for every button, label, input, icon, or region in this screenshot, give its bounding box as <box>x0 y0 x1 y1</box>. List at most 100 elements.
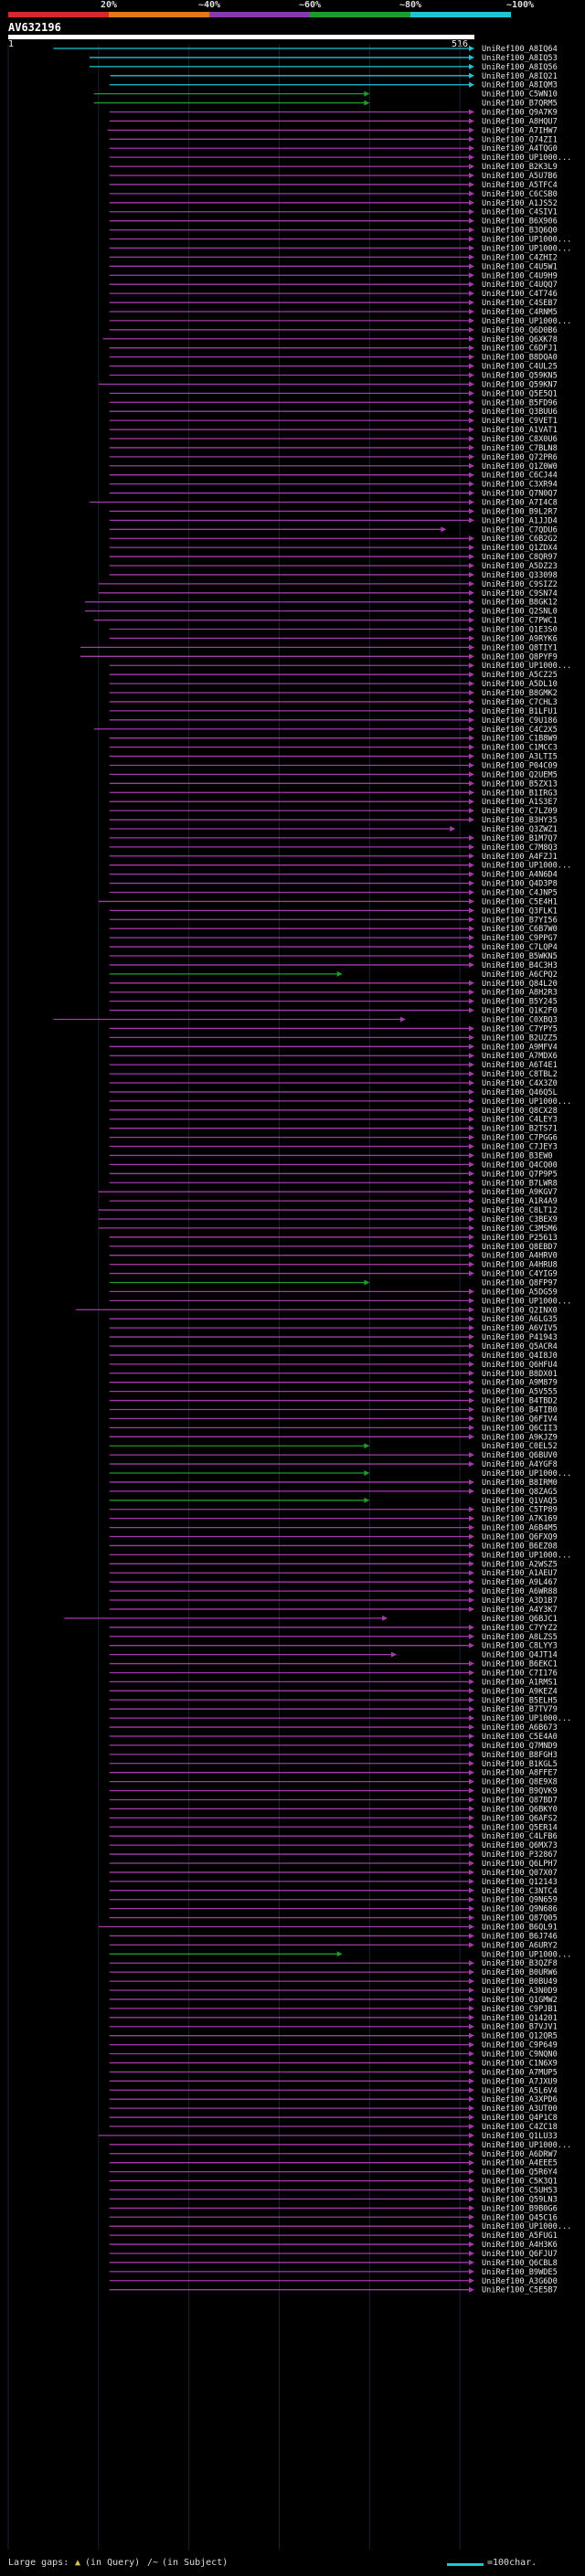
hit-label: UniRef100_C0XBQ3 <box>482 1016 558 1025</box>
hit-row: UniRef100_A8FFE7 <box>109 1769 558 1778</box>
hit-label: UniRef100_B7TV79 <box>482 1705 558 1714</box>
hit-label: UniRef100_C5K3Q1 <box>482 2178 558 2187</box>
hit-label: UniRef100_C9P649 <box>482 2041 558 2051</box>
hit-row: UniRef100_Q8TIY1 <box>80 643 558 652</box>
hit-arrow <box>469 1388 474 1394</box>
hit-arrow <box>469 2187 474 2193</box>
hit-label: UniRef100_C5WN10 <box>482 90 558 100</box>
hit-label: UniRef100_B3Q6Q0 <box>482 227 558 236</box>
hit-label: UniRef100_Q59KN7 <box>482 380 558 389</box>
hit-arrow <box>469 2277 474 2284</box>
hit-row: UniRef100_A6WR88 <box>109 1587 558 1596</box>
hit-label: UniRef100_C4SEB7 <box>482 299 558 308</box>
hit-arrow <box>469 780 474 787</box>
hit-label: UniRef100_B7YI56 <box>482 916 558 925</box>
hit-label: UniRef100_A3XPD6 <box>482 2095 558 2104</box>
hit-label: UniRef100_C4C2X5 <box>482 726 558 735</box>
hit-row: UniRef100_B7YI56 <box>109 916 558 925</box>
hit-row: UniRef100_A8HQU7 <box>109 117 558 126</box>
hit-label: UniRef100_Q33098 <box>482 571 558 580</box>
hit-row: UniRef100_Q59KN7 <box>98 380 558 389</box>
hit-arrow <box>469 953 474 959</box>
hit-arrow <box>469 1307 474 1313</box>
hit-label: UniRef100_B7LWR8 <box>482 1179 558 1188</box>
hit-label: UniRef100_Q45C16 <box>482 2213 558 2222</box>
hit-arrow <box>469 1288 474 1295</box>
hit-arrow <box>469 308 474 314</box>
hit-label: UniRef100_A8IQ53 <box>482 54 558 63</box>
hit-label: UniRef100_A6B4M5 <box>482 1524 558 1533</box>
hit-row: UniRef100_A9L467 <box>109 1578 558 1587</box>
legend-query-gap-icon: ▲ <box>75 2558 81 2568</box>
hit-row: UniRef100_C7JEY3 <box>109 1143 558 1152</box>
hit-row: UniRef100_B5ZX13 <box>109 779 558 789</box>
hit-label: UniRef100_C6B2G2 <box>482 535 558 544</box>
hit-arrow <box>469 926 474 932</box>
hit-arrow <box>469 817 474 823</box>
hit-row: UniRef100_C7I176 <box>109 1669 558 1678</box>
hit-arrow <box>469 236 474 242</box>
hit-row: UniRef100_C6DFJ1 <box>109 345 558 354</box>
hit-arrow <box>469 1189 474 1195</box>
hit-row: UniRef100_B5FD96 <box>109 398 558 408</box>
hit-label: UniRef100_Q59KN5 <box>482 371 558 380</box>
hit-label: UniRef100_B3EW0 <box>482 1151 553 1161</box>
hit-row: UniRef100_A6URY2 <box>109 1941 558 1950</box>
hit-arrow <box>469 2096 474 2103</box>
hit-row: UniRef100_C4UL25 <box>109 363 558 372</box>
hit-row: UniRef100_Q4D3P8 <box>109 880 558 889</box>
hit-arrow <box>469 2087 474 2094</box>
hit-arrow <box>469 272 474 279</box>
hit-label: UniRef100_Q1GMW2 <box>482 1996 558 2005</box>
hit-row: UniRef100_B6X906 <box>109 217 558 227</box>
query-start-label: 1 <box>8 39 15 49</box>
hit-label: UniRef100_Q4CQ00 <box>482 1161 558 1170</box>
hit-arrow <box>469 1869 474 1875</box>
hit-arrow <box>469 1171 474 1177</box>
hit-arrow <box>469 1933 474 1939</box>
hit-label: UniRef100_Q3BUU6 <box>482 408 558 417</box>
hit-row: UniRef100_C5K3Q1 <box>109 2178 558 2187</box>
hit-row: UniRef100_C4JNP5 <box>109 888 558 897</box>
hit-row: UniRef100_Q59KN5 <box>109 371 558 380</box>
hit-row: UniRef100_A6B673 <box>109 1723 558 1733</box>
hit-row: UniRef100_C4ZHI2 <box>109 253 558 262</box>
hit-row: UniRef100_C4SIV1 <box>109 208 558 217</box>
hit-row: UniRef100_A9M879 <box>109 1379 558 1388</box>
hit-row: UniRef100_B6EZ08 <box>109 1542 558 1551</box>
hit-arrow <box>469 63 474 69</box>
hit-row: UniRef100_B7LWR8 <box>109 1179 558 1188</box>
hit-row: UniRef100_C4SEB7 <box>109 299 558 308</box>
hit-label: UniRef100_Q1LU33 <box>482 2132 558 2141</box>
hit-label: UniRef100_A8FFE7 <box>482 1769 558 1778</box>
hit-arrow <box>469 698 474 705</box>
hit-row: UniRef100_A7MDX6 <box>109 1052 558 1061</box>
hit-row: UniRef100_A5V555 <box>109 1388 558 1397</box>
hit-arrow <box>469 2205 474 2211</box>
hit-arrow <box>469 1434 474 1440</box>
hit-row: UniRef100_UP1000... <box>109 154 571 163</box>
hit-row: UniRef100_Q74ZI1 <box>109 135 558 144</box>
hit-row: UniRef100_Q7P9P5 <box>109 1170 558 1179</box>
hit-row: UniRef100_UP1000... <box>109 236 571 245</box>
hit-arrow <box>364 1443 370 1449</box>
hit-label: UniRef100_A9KGV7 <box>482 1188 558 1197</box>
hit-label: UniRef100_C7CHL3 <box>482 698 558 707</box>
hit-row: UniRef100_C7CHL3 <box>109 698 558 707</box>
hit-arrow <box>469 1025 474 1032</box>
hit-arrow <box>469 1960 474 1966</box>
hit-label: UniRef100_A4HRV0 <box>482 1252 558 1261</box>
hit-row: UniRef100_A6VIV5 <box>109 1324 558 1333</box>
hit-row: UniRef100_C7YPY5 <box>109 1024 558 1034</box>
hit-arrow <box>469 889 474 896</box>
hit-label: UniRef100_Q6XK78 <box>482 335 558 345</box>
hit-label: UniRef100_Q72PR6 <box>482 453 558 462</box>
hit-label: UniRef100_C7JEY3 <box>482 1143 558 1152</box>
hit-row: UniRef100_Q6BKY0 <box>109 1805 558 1814</box>
hit-label: UniRef100_B2UZZ5 <box>482 1034 558 1043</box>
hit-arrow <box>469 1198 474 1204</box>
hit-arrow <box>469 408 474 415</box>
hit-label: UniRef100_Q5ACR4 <box>482 1342 558 1352</box>
hit-arrow <box>469 291 474 297</box>
